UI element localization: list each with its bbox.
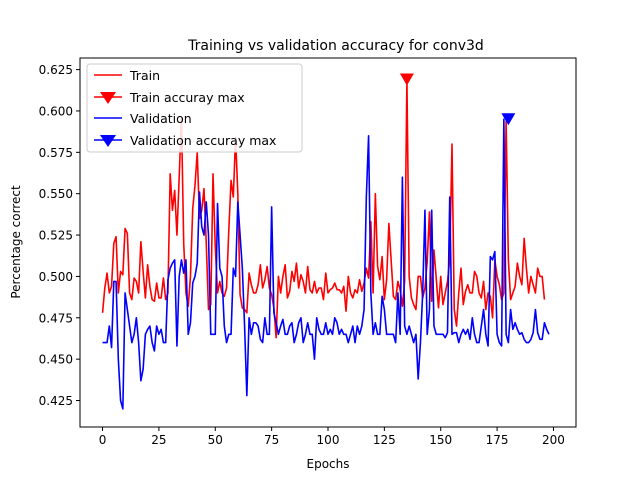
train-max-marker bbox=[399, 73, 414, 86]
y-tick-label: 0.525 bbox=[39, 229, 73, 243]
x-tick-label: 0 bbox=[99, 433, 107, 447]
y-tick-label: 0.600 bbox=[39, 104, 73, 118]
legend-validation-label: Validation bbox=[130, 111, 192, 126]
y-tick-label: 0.450 bbox=[39, 353, 73, 367]
x-axis-ticks: 0 25 50 75 100 125 150 175 200 bbox=[99, 427, 565, 447]
x-axis-label: Epochs bbox=[307, 457, 350, 471]
max-markers bbox=[399, 73, 516, 126]
x-tick-label: 150 bbox=[429, 433, 452, 447]
legend-train-label: Train bbox=[129, 68, 160, 83]
series-layer bbox=[101, 78, 550, 410]
x-tick-label: 50 bbox=[208, 433, 223, 447]
y-axis-label: Percentage correct bbox=[9, 185, 23, 299]
legend-validation-max-marker bbox=[100, 135, 116, 147]
y-tick-label: 0.550 bbox=[39, 187, 73, 201]
y-tick-label: 0.425 bbox=[39, 394, 73, 408]
validation-max-marker bbox=[501, 113, 516, 126]
legend-train-max-marker bbox=[100, 92, 116, 104]
legend-box bbox=[86, 63, 303, 153]
x-tick-label: 175 bbox=[486, 433, 509, 447]
x-tick-label: 100 bbox=[317, 433, 340, 447]
legend: Train Train accuray max Validation Valid… bbox=[86, 63, 303, 153]
x-tick-label: 125 bbox=[373, 433, 396, 447]
axes-frame bbox=[79, 57, 577, 428]
y-tick-label: 0.500 bbox=[39, 270, 73, 284]
x-tick-label: 25 bbox=[151, 433, 166, 447]
y-tick-label: 0.575 bbox=[39, 146, 73, 160]
x-tick-label: 200 bbox=[542, 433, 565, 447]
y-tick-label: 0.475 bbox=[39, 311, 73, 325]
x-tick-label: 75 bbox=[264, 433, 279, 447]
y-tick-label: 0.625 bbox=[39, 63, 73, 77]
legend-validation-max-label: Validation accuray max bbox=[130, 133, 276, 148]
train-series-line bbox=[101, 78, 546, 339]
y-axis-ticks: 0.425 0.450 0.475 0.500 0.525 0.550 0.575 0.600… bbox=[39, 63, 80, 408]
legend-train-max-label: Train accuray max bbox=[129, 90, 245, 105]
plot-area: 0 25 50 75 100 125 150 175 200 0.4250.4500.4750.… bbox=[39, 57, 577, 447]
chart-title: Training vs validation accuracy for conv… bbox=[187, 38, 484, 54]
validation-series-line bbox=[102, 118, 550, 410]
